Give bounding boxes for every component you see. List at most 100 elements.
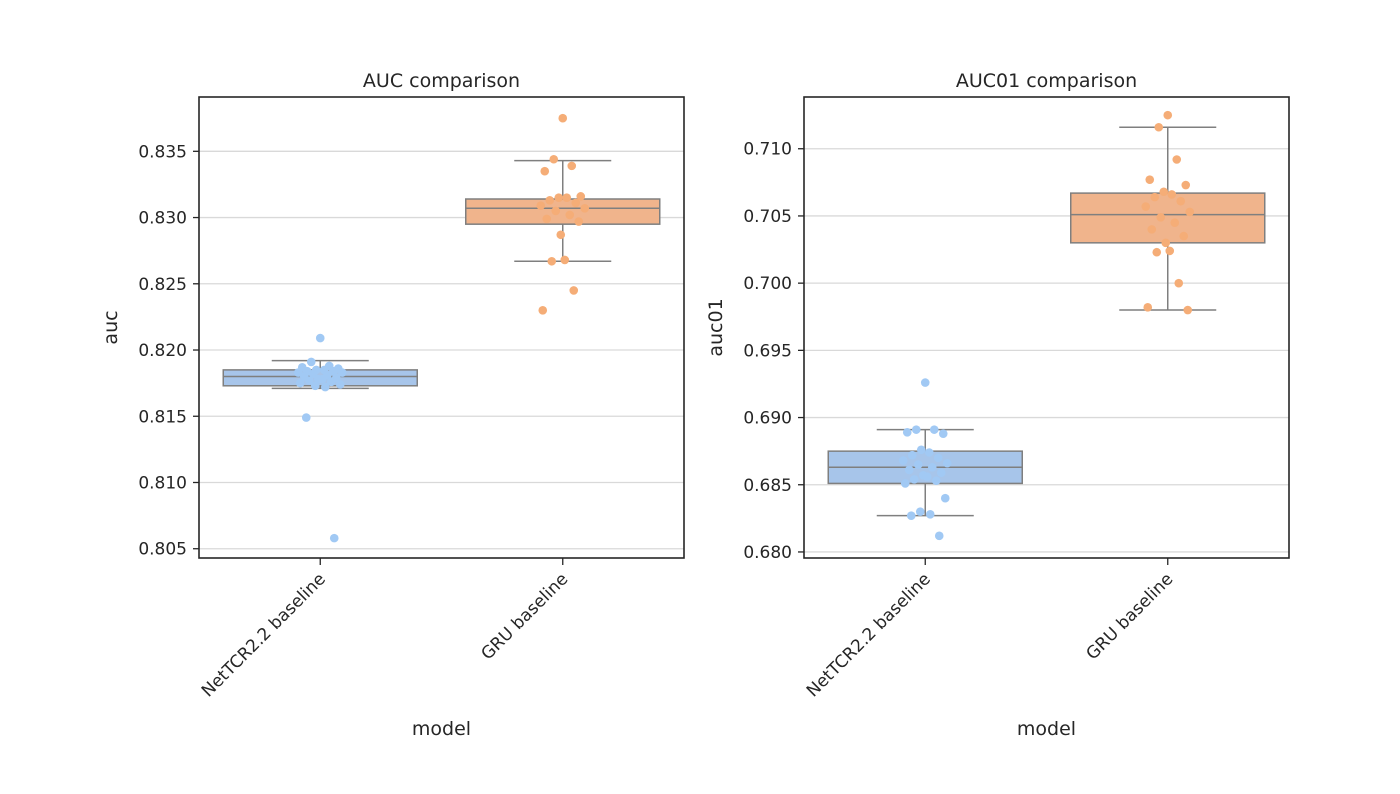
x-axis-label: model [1017, 718, 1076, 740]
data-point [1165, 246, 1175, 256]
data-point [295, 378, 305, 388]
y-tick-label: 0.830 [138, 209, 187, 229]
data-point [902, 428, 912, 437]
data-point [580, 203, 590, 213]
data-point [1152, 247, 1162, 257]
y-tick-label: 0.700 [743, 274, 792, 294]
data-point [1185, 207, 1195, 217]
data-point [1172, 155, 1182, 164]
data-point [1145, 175, 1155, 184]
y-tick-label: 0.810 [138, 473, 187, 493]
data-point [565, 210, 575, 220]
chart-title: AUC comparison [363, 70, 520, 92]
data-point [542, 214, 552, 224]
data-point [320, 382, 330, 392]
x-tick-label: NetTCR2.2 baseline [198, 569, 330, 701]
y-tick-label: 0.710 [743, 140, 792, 160]
data-point [916, 445, 926, 455]
data-point [906, 511, 916, 520]
x-tick-label: NetTCR2.2 baseline [803, 569, 935, 701]
data-point [938, 429, 948, 438]
data-point [554, 193, 564, 202]
data-point [936, 468, 946, 477]
data-point [1143, 303, 1153, 312]
data-point [560, 255, 570, 265]
y-tick-label: 0.705 [743, 207, 792, 227]
data-point [925, 510, 935, 519]
data-point [913, 460, 923, 469]
data-point [1183, 305, 1193, 315]
plot-frame [803, 96, 1290, 559]
data-point [942, 458, 952, 468]
data-point [337, 368, 347, 377]
data-point [574, 217, 584, 226]
data-point [556, 230, 566, 240]
data-point [922, 472, 932, 481]
chart-title: AUC01 comparison [956, 70, 1137, 92]
data-point [1150, 192, 1160, 202]
data-point [310, 381, 320, 391]
data-point [1174, 278, 1184, 288]
y-tick-label: 0.680 [743, 543, 792, 563]
auc01-comparison-panel: 0.680 0.685 0.690 0.695 0.700 0.705 0.710 NetTC… [705, 70, 1290, 740]
data-point [315, 333, 325, 343]
x-tick-label: GRU baseline [478, 569, 573, 664]
data-point [934, 531, 944, 541]
data-point [933, 453, 943, 463]
data-point [538, 305, 548, 315]
data-point [304, 376, 314, 385]
data-point [1179, 231, 1189, 241]
y-tick-label: 0.820 [138, 341, 187, 361]
data-point [335, 380, 345, 389]
data-point [1167, 190, 1177, 199]
y-axis-label: auc [100, 310, 122, 344]
y-tick-label: 0.815 [138, 407, 187, 427]
x-tick-label: GRU baseline [1083, 569, 1178, 664]
data-point [927, 462, 937, 472]
data-point [1159, 187, 1169, 197]
data-point [920, 378, 930, 387]
data-point [558, 113, 568, 123]
data-point [909, 475, 919, 484]
data-point [306, 357, 316, 367]
data-point [562, 193, 572, 202]
x-axis-label: model [412, 718, 471, 740]
data-point [911, 425, 921, 434]
data-point [915, 507, 925, 516]
data-point [1181, 180, 1191, 190]
data-point [547, 256, 557, 266]
y-tick-label: 0.690 [743, 409, 792, 429]
y-tick-label: 0.695 [743, 341, 792, 361]
data-point [929, 425, 939, 434]
data-point [924, 448, 934, 457]
data-point [1154, 122, 1164, 132]
data-point [317, 374, 327, 384]
data-point [1163, 110, 1173, 120]
box [1070, 192, 1266, 244]
data-point [904, 465, 914, 475]
box [465, 198, 661, 225]
data-point [536, 201, 546, 210]
data-point [1161, 238, 1171, 248]
y-tick-label: 0.805 [138, 540, 187, 560]
plot-frame [198, 96, 685, 559]
data-point [567, 161, 577, 171]
data-point [545, 196, 555, 205]
data-point [301, 413, 311, 422]
data-point [326, 377, 336, 387]
data-point [551, 206, 561, 216]
data-point [1147, 225, 1157, 234]
data-point [549, 154, 559, 164]
data-point [898, 456, 908, 465]
data-point [931, 476, 941, 486]
data-point [1141, 202, 1151, 211]
data-point [1156, 212, 1166, 222]
y-axis-label: auc01 [705, 298, 727, 356]
data-point [1170, 218, 1180, 227]
y-tick-label: 0.685 [743, 476, 792, 496]
auc-comparison-panel: 0.805 0.810 0.815 0.820 0.825 0.830 0.835 NetTC… [100, 70, 685, 740]
data-point [1176, 196, 1186, 206]
y-tick-label: 0.825 [138, 275, 187, 295]
data-point [940, 493, 950, 503]
